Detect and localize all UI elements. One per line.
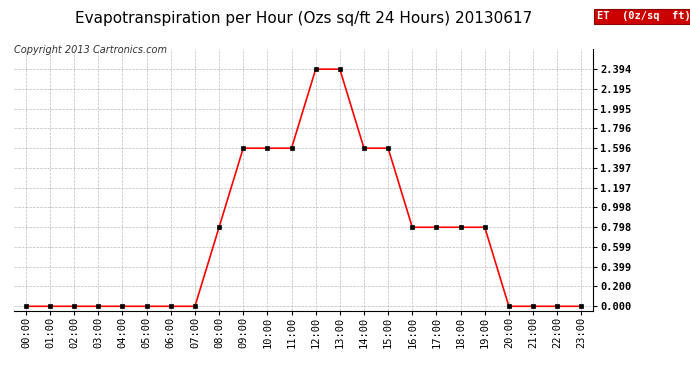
- Text: ET  (0z/sq  ft): ET (0z/sq ft): [597, 11, 690, 21]
- Text: Copyright 2013 Cartronics.com: Copyright 2013 Cartronics.com: [14, 45, 167, 55]
- Text: Evapotranspiration per Hour (Ozs sq/ft 24 Hours) 20130617: Evapotranspiration per Hour (Ozs sq/ft 2…: [75, 11, 532, 26]
